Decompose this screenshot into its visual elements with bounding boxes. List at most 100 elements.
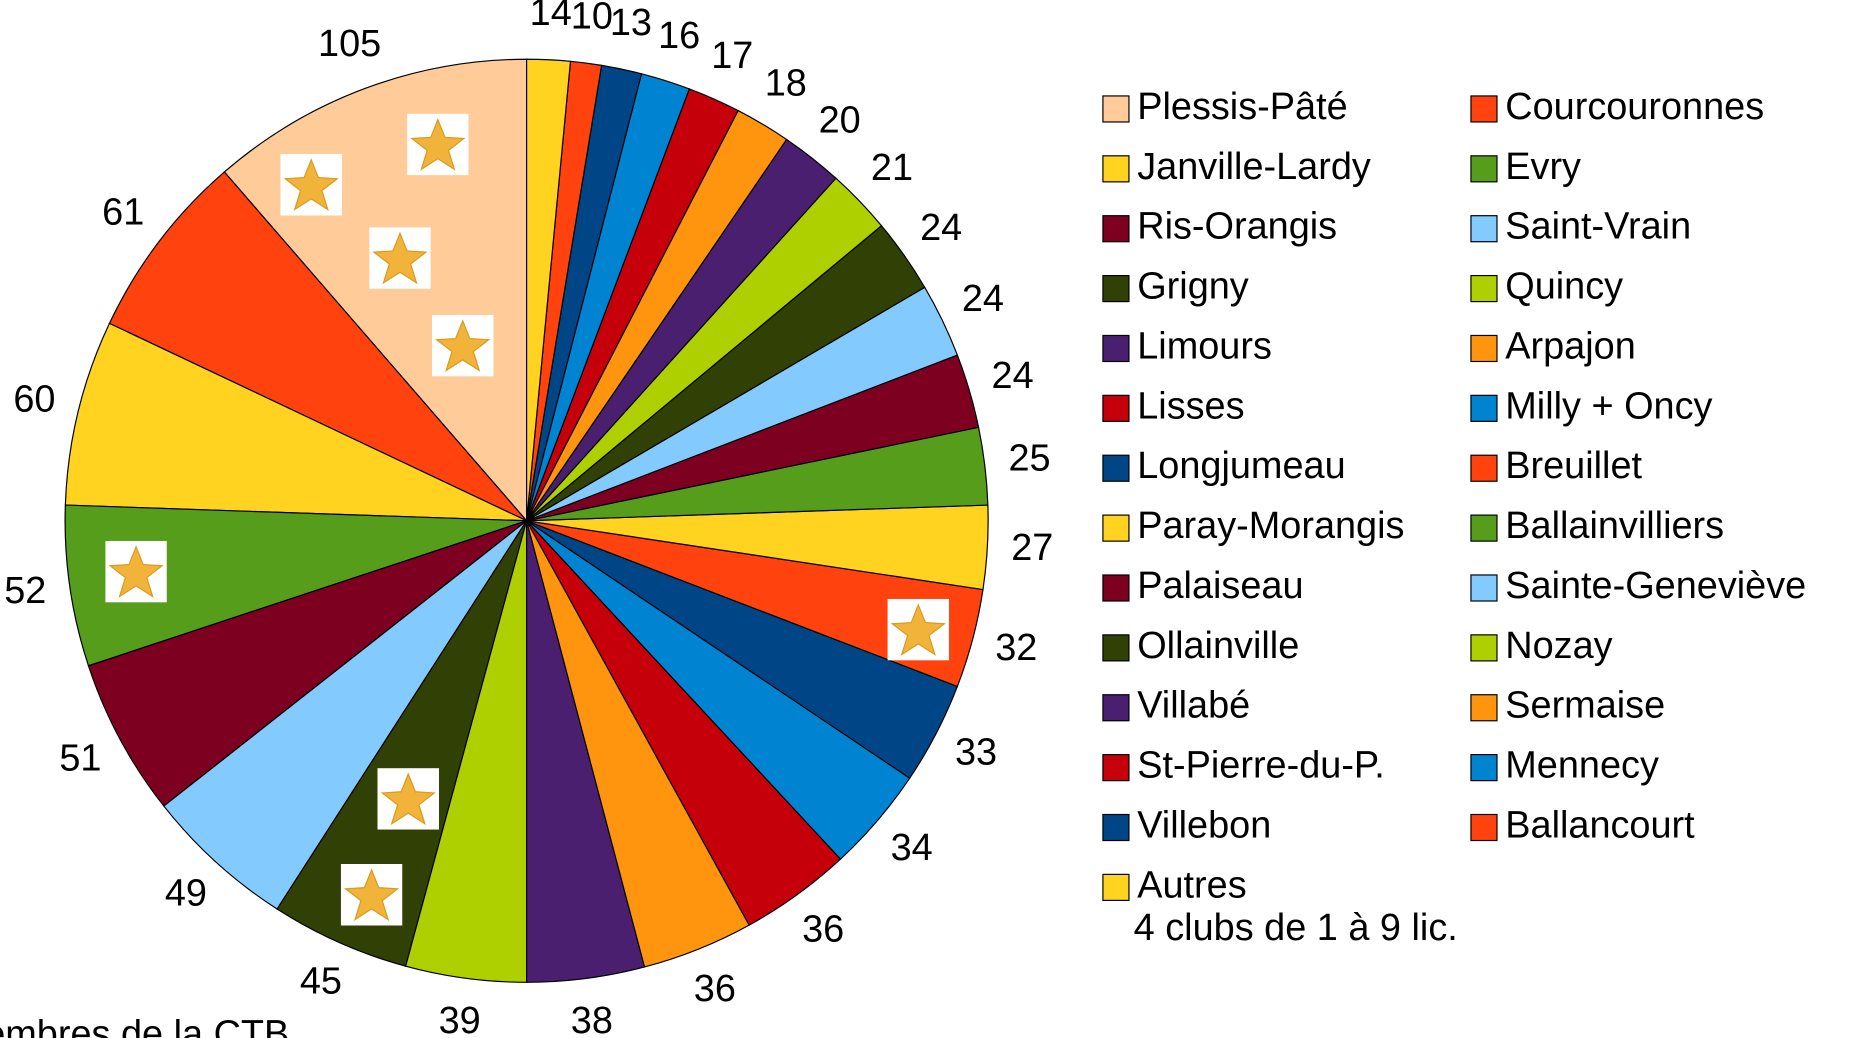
pie-slice xyxy=(162,520,528,910)
data-label: 10 xyxy=(571,0,613,38)
data-label: 38 xyxy=(571,1000,613,1038)
legend-swatch xyxy=(1470,574,1498,602)
legend-note: 4 clubs de 1 à 9 lic. xyxy=(1134,907,1458,949)
legend-label: Arpajon xyxy=(1505,325,1636,367)
legend-label: Paray-Morangis xyxy=(1137,505,1404,547)
legend-swatch xyxy=(1102,574,1130,602)
data-label: 45 xyxy=(300,961,342,1003)
data-label: 24 xyxy=(962,278,1004,320)
pie-slice xyxy=(526,58,572,521)
legend-label: Milly + Oncy xyxy=(1505,385,1712,427)
legend-swatch xyxy=(1102,95,1130,123)
legend-swatch xyxy=(1102,394,1130,422)
data-label: 16 xyxy=(658,15,700,57)
pie-slice xyxy=(108,171,528,522)
star-icon xyxy=(280,153,342,216)
data-label: 17 xyxy=(711,35,753,77)
legend-label: Quincy xyxy=(1505,266,1623,308)
legend-label: Villabé xyxy=(1137,685,1250,727)
star-icon xyxy=(377,768,440,830)
data-label: 39 xyxy=(439,1000,481,1038)
star-icon xyxy=(407,113,469,176)
data-label: 32 xyxy=(995,627,1037,669)
legend-label: Ris-Orangis xyxy=(1137,206,1337,248)
slices xyxy=(64,58,989,983)
legend-label: Autres xyxy=(1137,864,1246,906)
data-label: 14 xyxy=(530,0,572,34)
data-label: 34 xyxy=(891,827,933,869)
star-icon xyxy=(340,863,403,926)
legend-swatch xyxy=(1102,514,1130,542)
data-label: 61 xyxy=(102,191,144,233)
legend-swatch xyxy=(1102,754,1130,782)
pie-slice xyxy=(87,520,527,807)
data-label: 36 xyxy=(802,908,844,950)
legend-label: Courcouronnes xyxy=(1505,86,1764,128)
legend-swatch xyxy=(1470,813,1498,842)
star-icon xyxy=(431,314,494,377)
legend-swatch xyxy=(1470,155,1498,183)
legend-label: Nozay xyxy=(1505,625,1612,667)
legend-swatch xyxy=(1470,634,1498,662)
legend-swatch xyxy=(1470,694,1498,722)
legend-label: Grigny xyxy=(1137,266,1249,308)
legend-label: St-Pierre-du-P. xyxy=(1137,745,1385,787)
legend-swatch xyxy=(1470,514,1498,542)
data-label: 18 xyxy=(765,63,807,105)
data-label: 49 xyxy=(165,873,207,915)
legend-label: Limours xyxy=(1137,325,1272,367)
data-label: 24 xyxy=(920,207,962,249)
data-label: 20 xyxy=(819,100,861,142)
legend-label: Plessis-Pâté xyxy=(1137,86,1347,128)
legend-swatch xyxy=(1102,873,1130,901)
legend-swatch xyxy=(1102,334,1130,363)
legend-swatch xyxy=(1470,454,1498,482)
legend-swatch xyxy=(1470,394,1498,422)
data-label: 51 xyxy=(59,737,101,779)
legend-swatch xyxy=(1102,454,1130,482)
note: Membres de la CTB xyxy=(0,1014,289,1038)
legend-swatch xyxy=(1102,634,1130,662)
legend-label: Evry xyxy=(1505,146,1581,188)
legend-label: Villebon xyxy=(1137,805,1271,847)
legend-label: Lisses xyxy=(1137,385,1244,427)
data-label: 105 xyxy=(318,23,381,65)
legend-label: Ballainvilliers xyxy=(1505,505,1724,547)
legend-label: Saint-Vrain xyxy=(1505,206,1691,248)
star-icon xyxy=(887,598,950,661)
legend-swatch xyxy=(1102,274,1130,303)
legend-swatch xyxy=(1102,155,1130,183)
data-label: 36 xyxy=(694,968,736,1010)
legend-label: Longjumeau xyxy=(1137,445,1345,487)
legend-label: Ballancourt xyxy=(1505,805,1695,847)
data-label: 60 xyxy=(13,378,55,420)
legend-swatch xyxy=(1470,274,1498,303)
legend-swatch xyxy=(1470,95,1498,123)
legend-label: Ollainville xyxy=(1137,625,1299,667)
pie-slice xyxy=(64,504,527,667)
legend-swatch xyxy=(1470,215,1498,243)
legend-label: Sainte-Geneviève xyxy=(1505,565,1806,607)
star-icon xyxy=(105,540,167,603)
legend-label: Janville-Lardy xyxy=(1137,146,1371,188)
legend-swatch xyxy=(1102,215,1130,243)
data-label: 52 xyxy=(4,570,46,612)
legend-label: Sermaise xyxy=(1505,685,1665,727)
legend-swatch xyxy=(1102,813,1130,842)
data-label: 13 xyxy=(610,2,652,44)
legend-label: Mennecy xyxy=(1505,745,1659,787)
pie-slice xyxy=(64,322,527,522)
legend-swatch xyxy=(1470,754,1498,782)
data-label: 25 xyxy=(1008,438,1050,480)
legend-label: Breuillet xyxy=(1505,445,1642,487)
star-icon xyxy=(369,227,431,289)
data-label: 21 xyxy=(871,147,913,189)
legend-swatch xyxy=(1102,694,1130,722)
data-label: 33 xyxy=(955,731,997,773)
data-label: 24 xyxy=(992,355,1034,397)
legend-swatch xyxy=(1470,334,1498,363)
legend-label: Palaiseau xyxy=(1137,565,1303,607)
data-label: 27 xyxy=(1011,527,1053,569)
